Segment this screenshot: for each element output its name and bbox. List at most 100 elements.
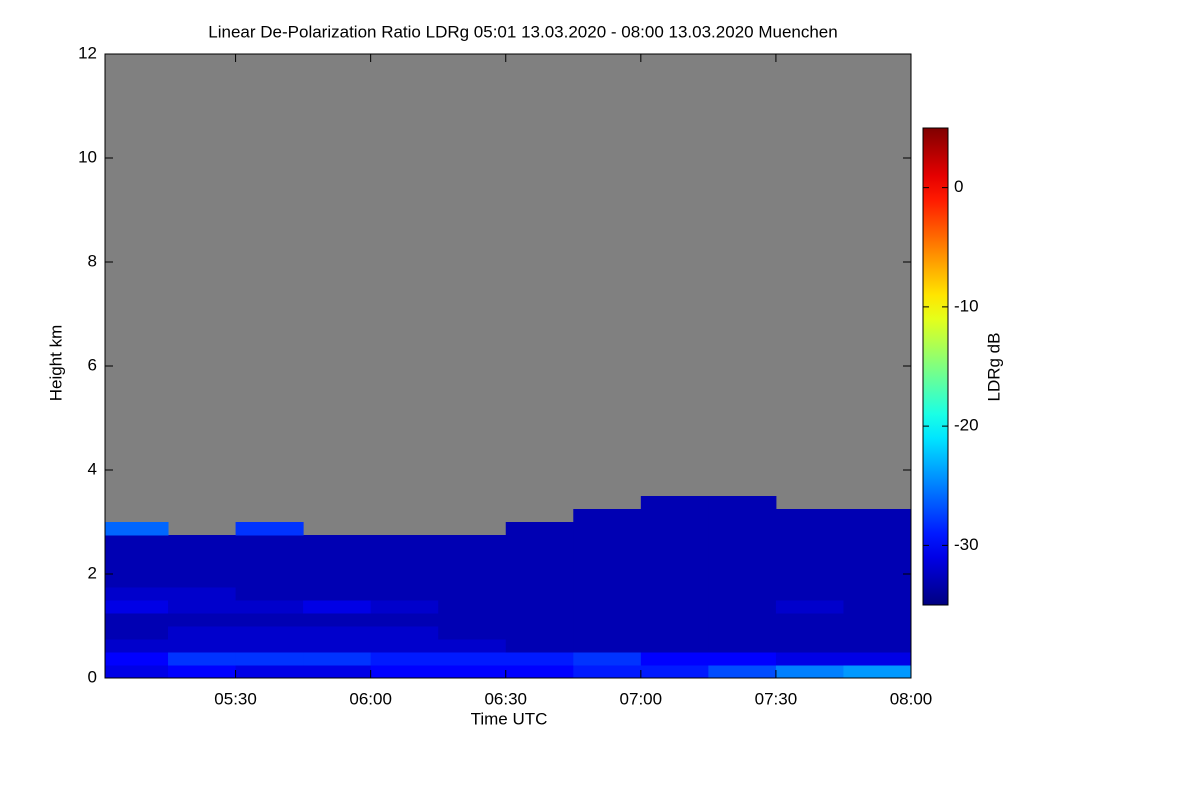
heatmap-cell — [235, 561, 304, 575]
heatmap-cell — [168, 626, 237, 640]
heatmap-cell — [168, 535, 237, 549]
heatmap-cell — [370, 600, 439, 614]
heatmap-cell — [640, 496, 709, 510]
heatmap-cell — [775, 548, 844, 562]
heatmap-cell — [235, 639, 304, 653]
heatmap-cell — [505, 665, 574, 678]
heatmap-cell — [438, 613, 507, 627]
heatmap-cell — [505, 639, 574, 653]
heatmap-cell — [438, 600, 507, 614]
heatmap-cell — [235, 665, 304, 678]
heatmap-cell — [370, 561, 439, 575]
heatmap-cell — [775, 587, 844, 601]
heatmap-cell — [105, 548, 169, 562]
heatmap-cell — [573, 639, 642, 653]
heatmap-cell — [775, 535, 844, 549]
heatmap-cell — [505, 613, 574, 627]
heatmap-cell — [370, 587, 439, 601]
heatmap-cell — [640, 535, 709, 549]
heatmap-cell — [708, 665, 777, 678]
heatmap-cell — [235, 574, 304, 588]
heatmap-cell — [573, 522, 642, 536]
heatmap-cell — [640, 600, 709, 614]
heatmap-cell — [573, 574, 642, 588]
heatmap-cell — [235, 522, 304, 536]
heatmap — [105, 496, 911, 678]
heatmap-cell — [775, 639, 844, 653]
heatmap-cell — [105, 587, 169, 601]
heatmap-cell — [573, 561, 642, 575]
x-tick-label: 06:00 — [349, 689, 392, 708]
colorbar-label: LDRg dB — [984, 333, 1003, 402]
heatmap-cell — [105, 535, 169, 549]
heatmap-cell — [775, 574, 844, 588]
heatmap-cell — [303, 626, 372, 640]
heatmap-cell — [640, 522, 709, 536]
heatmap-cell — [775, 600, 844, 614]
heatmap-cell — [105, 665, 169, 678]
heatmap-cell — [843, 561, 911, 575]
heatmap-cell — [303, 652, 372, 666]
heatmap-cell — [303, 574, 372, 588]
heatmap-cell — [573, 652, 642, 666]
y-tick-label: 2 — [88, 563, 97, 582]
colorbar — [922, 127, 949, 606]
heatmap-cell — [640, 652, 709, 666]
colorbar-tick-label: -10 — [954, 296, 979, 315]
heatmap-cell — [303, 587, 372, 601]
heatmap-cell — [843, 665, 911, 678]
heatmap-cell — [105, 600, 169, 614]
y-tick-label: 6 — [88, 355, 97, 374]
heatmap-cell — [775, 613, 844, 627]
y-tick-label: 10 — [78, 147, 97, 166]
heatmap-cell — [303, 548, 372, 562]
heatmap-cell — [775, 652, 844, 666]
heatmap-cell — [640, 574, 709, 588]
y-tick-label: 8 — [88, 251, 97, 270]
heatmap-cell — [843, 613, 911, 627]
heatmap-cell — [708, 639, 777, 653]
heatmap-cell — [438, 626, 507, 640]
x-tick-label: 05:30 — [214, 689, 257, 708]
heatmap-cell — [168, 665, 237, 678]
heatmap-cell — [640, 665, 709, 678]
heatmap-cell — [235, 613, 304, 627]
heatmap-cell — [370, 548, 439, 562]
x-tick-label: 07:00 — [620, 689, 663, 708]
heatmap-cell — [370, 574, 439, 588]
heatmap-cell — [105, 574, 169, 588]
heatmap-cell — [105, 522, 169, 536]
y-axis-label: Height km — [46, 325, 65, 402]
heatmap-cell — [708, 522, 777, 536]
heatmap-cell — [168, 587, 237, 601]
heatmap-cell — [573, 509, 642, 523]
heatmap-cell — [303, 535, 372, 549]
heatmap-cell — [843, 509, 911, 523]
heatmap-cell — [708, 535, 777, 549]
heatmap-cell — [640, 509, 709, 523]
x-axis-label: Time UTC — [471, 709, 548, 728]
chart-title: Linear De-Polarization Ratio LDRg 05:01 … — [208, 22, 837, 41]
heatmap-cell — [708, 587, 777, 601]
heatmap-cell — [235, 535, 304, 549]
heatmap-cell — [843, 626, 911, 640]
heatmap-cell — [235, 600, 304, 614]
heatmap-cell — [843, 522, 911, 536]
heatmap-cell — [640, 626, 709, 640]
y-tick-label: 4 — [88, 459, 97, 478]
y-tick-label: 0 — [88, 667, 97, 686]
heatmap-cell — [168, 574, 237, 588]
heatmap-cell — [505, 574, 574, 588]
heatmap-cell — [708, 652, 777, 666]
heatmap-cell — [438, 652, 507, 666]
heatmap-cell — [843, 535, 911, 549]
heatmap-cell — [708, 496, 777, 510]
heatmap-cell — [438, 548, 507, 562]
heatmap-cell — [370, 665, 439, 678]
heatmap-cell — [235, 652, 304, 666]
heatmap-cell — [708, 561, 777, 575]
heatmap-cell — [640, 561, 709, 575]
heatmap-cell — [303, 613, 372, 627]
heatmap-cell — [573, 548, 642, 562]
